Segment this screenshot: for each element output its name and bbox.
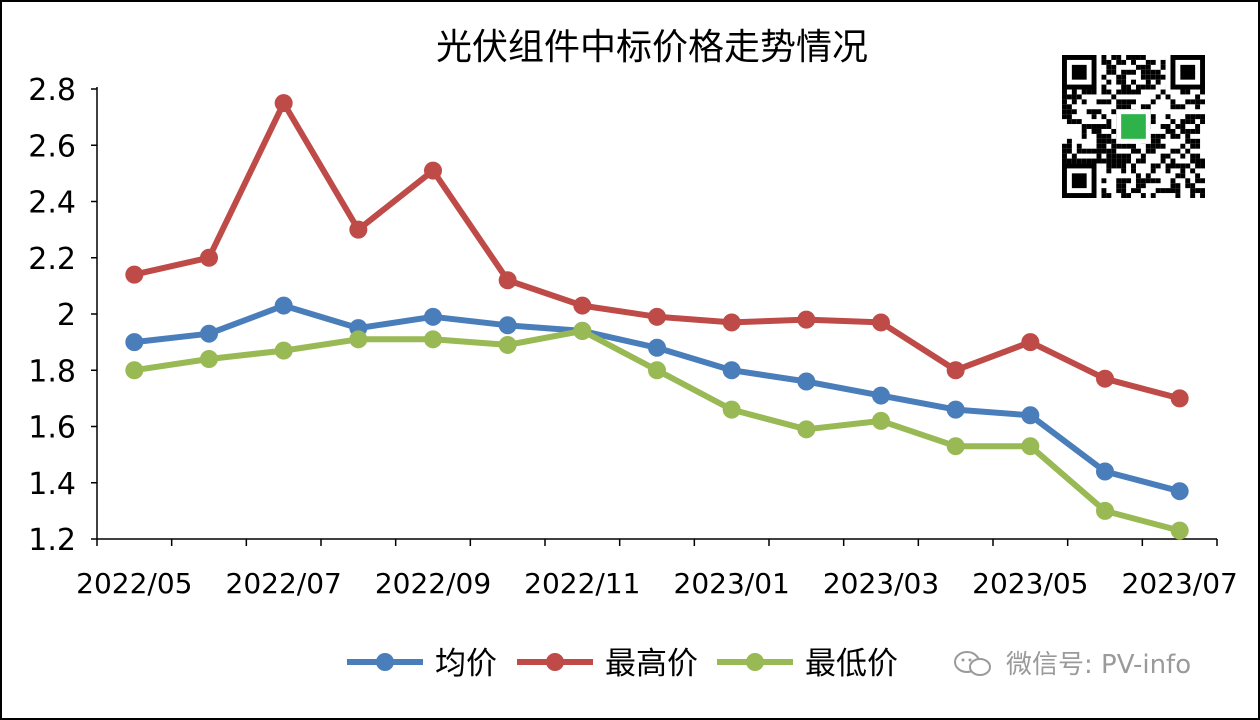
data-point [125, 333, 144, 352]
data-point [125, 265, 144, 284]
x-tick-label: 2022/09 [375, 567, 491, 600]
data-point [722, 361, 741, 380]
data-point [872, 313, 890, 332]
y-tick-label: 2.8 [28, 73, 76, 108]
legend-label: 最高价 [605, 646, 698, 682]
y-tick-label: 2.6 [28, 129, 76, 164]
data-point [1096, 369, 1114, 388]
data-point [797, 372, 816, 391]
data-point [946, 361, 965, 380]
data-point [424, 161, 442, 180]
data-point [797, 310, 816, 329]
series-line-1 [131, 302, 1183, 495]
data-point [797, 420, 816, 439]
data-point [722, 313, 741, 332]
data-point [648, 361, 666, 380]
data-point [648, 338, 666, 357]
data-point [946, 437, 965, 456]
watermark-text: 微信号: PV-info [1006, 650, 1192, 680]
x-tick-label: 2022/11 [524, 567, 640, 600]
data-point [424, 330, 442, 349]
wechat-icon [954, 651, 991, 676]
data-point [1021, 437, 1040, 456]
data-point [722, 400, 741, 419]
data-point [946, 400, 965, 419]
data-point [1170, 389, 1189, 408]
data-point [573, 321, 592, 340]
data-point [498, 271, 517, 290]
data-point [274, 94, 293, 113]
y-tick-label: 2.4 [28, 186, 76, 221]
data-point [200, 248, 218, 267]
data-point [424, 307, 442, 326]
legend-marker [746, 653, 764, 671]
data-point [872, 386, 890, 405]
data-point [200, 324, 218, 343]
data-point [274, 296, 293, 315]
data-point [1170, 521, 1189, 540]
legend-marker [546, 653, 564, 671]
data-point [274, 341, 293, 360]
qr-code-icon [1062, 55, 1205, 198]
y-tick-label: 1.6 [28, 411, 76, 446]
y-tick-label: 1.4 [28, 467, 76, 502]
y-tick-label: 1.2 [28, 523, 76, 558]
data-point [498, 316, 517, 335]
series-line-3 [131, 327, 1183, 534]
data-point [200, 350, 218, 368]
data-point [1021, 406, 1040, 425]
data-point [1096, 501, 1114, 520]
x-tick-label: 2023/01 [674, 567, 790, 600]
x-tick-label: 2023/03 [823, 567, 939, 600]
data-point [1096, 462, 1114, 481]
data-point [125, 361, 144, 380]
data-point [648, 307, 666, 326]
x-tick-label: 2023/07 [1122, 567, 1238, 600]
legend-label: 均价 [435, 646, 497, 682]
data-point [1170, 482, 1189, 501]
data-point [349, 220, 368, 239]
data-point [498, 335, 517, 354]
x-tick-label: 2022/07 [226, 567, 342, 600]
data-point [573, 296, 592, 315]
chart-title: 光伏组件中标价格走势情况 [435, 27, 868, 68]
data-point [1021, 333, 1040, 352]
y-tick-label: 1.8 [28, 354, 76, 389]
y-tick-label: 2 [57, 298, 76, 333]
data-point [872, 411, 890, 430]
x-tick-label: 2023/05 [972, 567, 1088, 600]
data-point [349, 330, 368, 349]
x-tick-label: 2022/05 [76, 567, 192, 600]
legend-marker [376, 653, 394, 671]
y-tick-label: 2.2 [28, 242, 76, 277]
wechat-watermark: 微信号: PV-info [952, 644, 1191, 681]
legend-label: 最低价 [805, 646, 898, 682]
